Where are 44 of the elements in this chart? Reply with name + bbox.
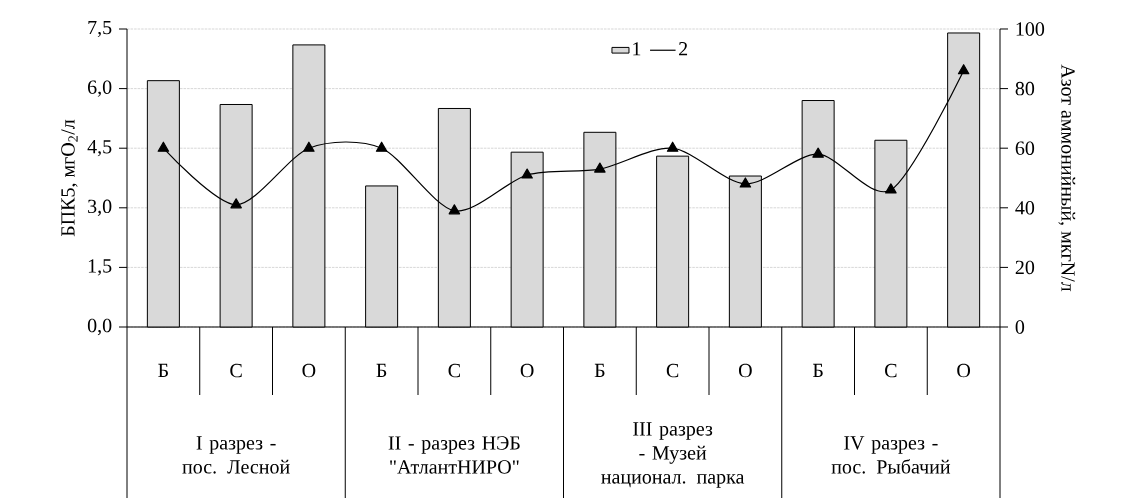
point (521, 168, 533, 179)
point (303, 141, 315, 152)
y-tick-label: 6,0 (87, 80, 112, 97)
x-tick-label: Б (812, 363, 823, 377)
point (230, 198, 242, 209)
legend-label: 1 (633, 42, 641, 56)
y2-axis-title: Азот аммонийный, мкгN/л (1058, 64, 1076, 292)
y2-tick-label: 0 (1015, 320, 1025, 334)
point (666, 141, 679, 152)
text: IV разрез - пос. Рыбачий (831, 436, 951, 474)
text: II - разрез НЭБ "АтлантНИРО" (388, 436, 520, 474)
point (812, 147, 824, 158)
text: I разрез - пос. Лесной (182, 436, 290, 474)
point (375, 141, 388, 152)
x-tick-label: Б (158, 363, 168, 377)
x-tick-label: Б (594, 363, 605, 377)
x-tick-label: О (302, 363, 316, 378)
y2-tick-label: 80 (1015, 81, 1035, 96)
y2-tick-label: 100 (1016, 22, 1045, 36)
y2-tick-label: 60 (1015, 141, 1035, 155)
x-tick-label: С (230, 363, 242, 378)
y2-tick-label: 40 (1015, 201, 1035, 215)
point (594, 162, 606, 173)
x-tick-label: О (520, 363, 534, 378)
y-tick-label: 3,0 (88, 199, 112, 216)
y2-tick-label: 20 (1015, 260, 1035, 275)
y-tick-label: 7,5 (88, 20, 112, 38)
x-tick-label: О (738, 363, 752, 378)
point (157, 141, 170, 152)
y-tick-label: 1,5 (88, 259, 112, 276)
point (957, 64, 970, 75)
x-tick-label: С (885, 363, 897, 378)
x-tick-label: О (957, 363, 971, 378)
x-tick-label: Б (376, 363, 387, 377)
x-tick-label: С (666, 363, 679, 378)
legend-label: 2 (679, 42, 688, 56)
point (885, 183, 897, 194)
x-tick-label: С (448, 363, 460, 378)
y-axis-title: БПК5, мгО$_{2}$/л (61, 119, 78, 237)
text: III разрез - Музей национал. парка (601, 422, 745, 488)
point (739, 177, 752, 188)
y-tick-label: 4,5 (87, 140, 112, 157)
point (448, 204, 461, 215)
y-tick-label: 0,0 (87, 318, 112, 336)
